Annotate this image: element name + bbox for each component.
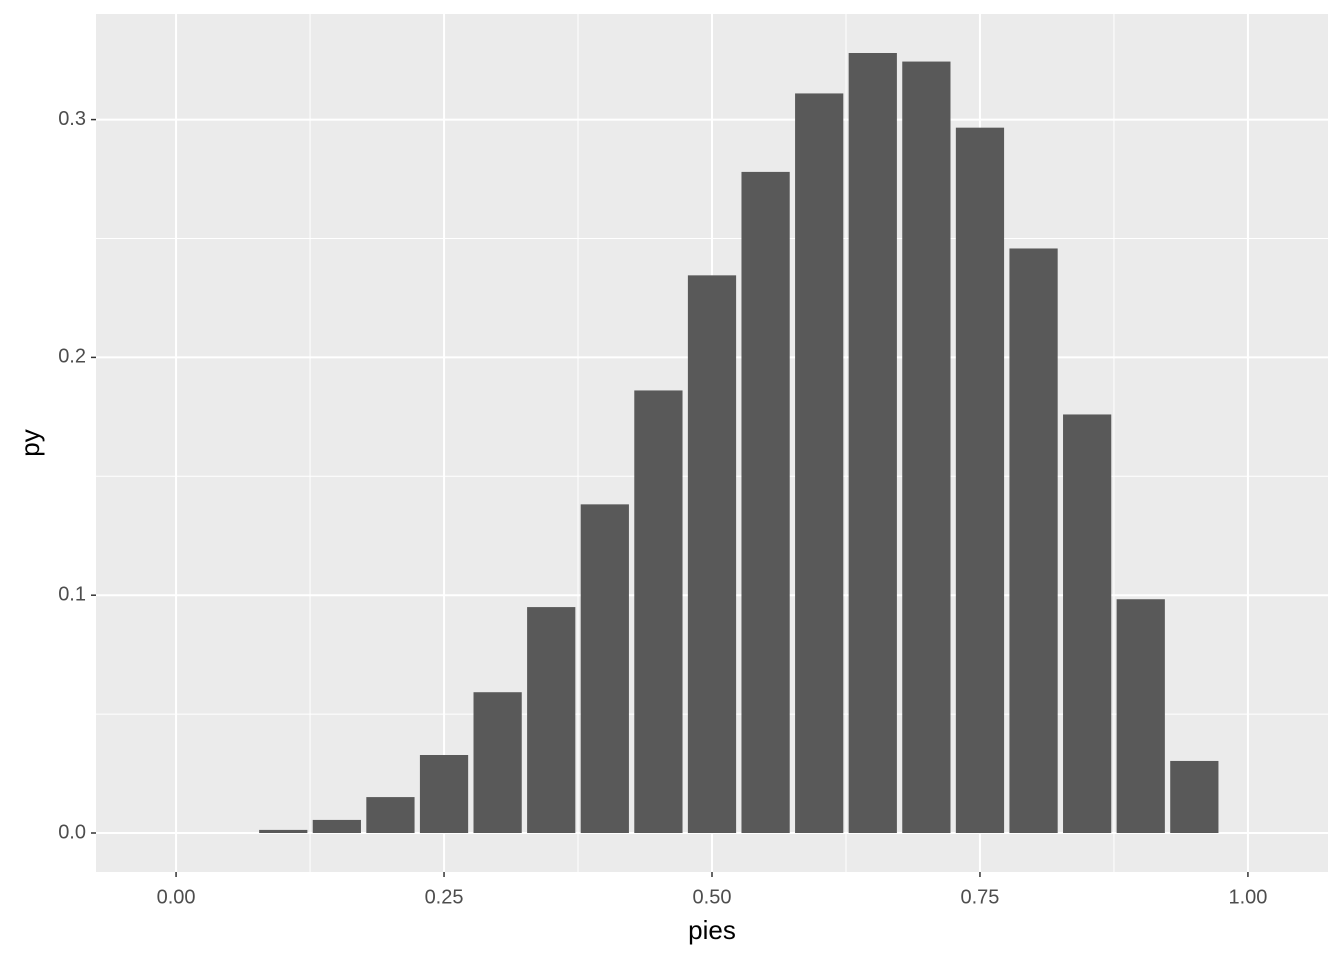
x-tick-label: 1.00 — [1228, 886, 1267, 908]
y-tick-label: 0.0 — [58, 821, 86, 843]
x-axis-label: pies — [688, 915, 736, 945]
bar — [527, 607, 576, 833]
x-tick-label: 0.00 — [157, 886, 196, 908]
bar — [259, 829, 308, 833]
bar — [1170, 760, 1219, 833]
bar — [902, 61, 951, 833]
bar — [580, 504, 629, 833]
y-tick-label: 0.1 — [58, 583, 86, 605]
bar — [312, 819, 361, 833]
x-tick-label: 0.25 — [425, 886, 464, 908]
y-axis-label: py — [15, 429, 45, 456]
bar — [473, 692, 522, 833]
bar — [955, 127, 1005, 834]
bar — [1116, 599, 1165, 833]
bar — [634, 390, 683, 833]
bar — [419, 755, 469, 833]
y-tick-label: 0.2 — [58, 346, 86, 368]
y-tick-label: 0.3 — [58, 108, 86, 130]
bar — [1063, 414, 1112, 833]
bar — [687, 275, 737, 834]
bar — [366, 797, 415, 833]
bar — [795, 93, 844, 834]
x-tick-label: 0.75 — [960, 886, 999, 908]
bar — [741, 171, 790, 833]
bar — [1009, 248, 1058, 834]
bar — [848, 53, 897, 833]
x-tick-label: 0.50 — [693, 886, 732, 908]
